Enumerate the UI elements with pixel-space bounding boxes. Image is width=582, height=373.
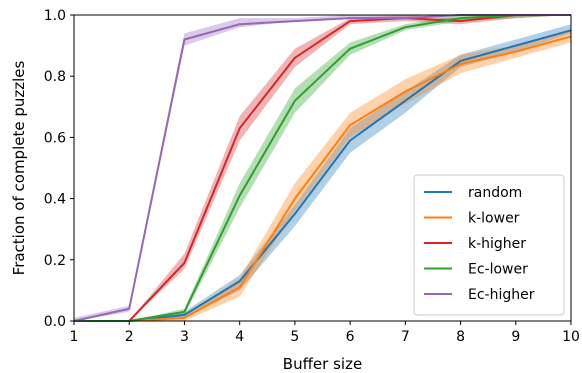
x-tick-label: 5: [290, 329, 299, 345]
x-axis-label: Buffer size: [283, 355, 362, 373]
x-tick-label: 1: [70, 329, 79, 345]
x-tick-label: 6: [346, 329, 355, 345]
legend: random k-lower k-higher Ec-lower Ec-higher: [413, 174, 565, 316]
legend-label-1: k-lower: [468, 211, 520, 227]
plot-frame: [73, 14, 572, 322]
y-tick-label: 0.0: [44, 314, 66, 330]
y-tick-label: 0.2: [44, 253, 66, 269]
x-tick-label: 4: [235, 329, 244, 345]
legend-label-4: Ec-higher: [468, 287, 535, 303]
legend-label-2: k-higher: [468, 236, 526, 252]
y-axis-ticks: 0.0 0.2 0.4 0.6 0.8 1.0: [44, 8, 74, 330]
series-line-1: [74, 35, 572, 322]
series-band-3: [74, 15, 571, 321]
x-tick-label: 8: [456, 329, 465, 345]
y-axis-label: Fraction of complete puzzles: [10, 60, 28, 275]
y-tick-label: 0.8: [44, 69, 66, 85]
series-band-0: [74, 24, 571, 321]
confidence-bands: [74, 15, 571, 322]
series-line-0: [74, 29, 572, 322]
series-line-3: [74, 14, 571, 322]
x-tick-label: 10: [562, 329, 580, 345]
y-tick-label: 0.4: [44, 192, 66, 208]
x-tick-label: 7: [401, 329, 410, 345]
legend-label-0: random: [468, 185, 522, 201]
y-tick-label: 1.0: [44, 8, 66, 24]
legend-label-3: Ec-lower: [468, 262, 528, 278]
series-line-2: [74, 14, 571, 322]
x-tick-label: 9: [511, 329, 520, 345]
legend-box: [413, 174, 565, 316]
x-tick-label: 3: [180, 329, 189, 345]
y-tick-label: 0.6: [44, 130, 66, 146]
x-axis-ticks: 1 2 3 4 5 6 7 8 9 10: [70, 321, 580, 345]
x-tick-label: 2: [125, 329, 134, 345]
